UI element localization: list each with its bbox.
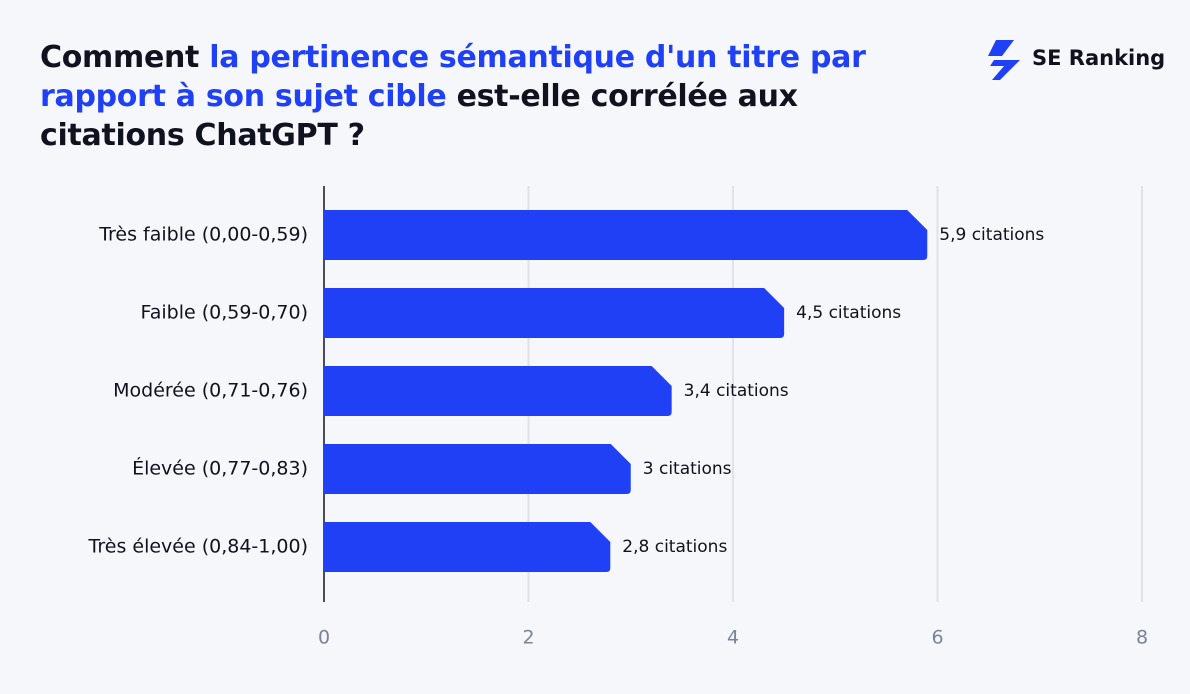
logo-text: SE Ranking xyxy=(1032,46,1165,70)
bar xyxy=(324,288,785,338)
bar xyxy=(324,210,928,260)
data-label: 2,8 citations xyxy=(622,537,727,557)
data-label: 3 citations xyxy=(643,459,732,479)
data-label: 4,5 citations xyxy=(796,303,901,323)
chart-title: Comment la pertinence sémantique d'un ti… xyxy=(40,38,920,155)
y-tick-label: Élevée (0,77-0,83) xyxy=(132,457,308,480)
title-part: est-elle corrélée aux citations ChatGPT … xyxy=(40,79,798,153)
y-tick-label: Modérée (0,71-0,76) xyxy=(113,380,308,402)
x-tick-label: 4 xyxy=(727,627,739,649)
bar xyxy=(324,444,631,494)
bar xyxy=(324,366,672,416)
logo-icon xyxy=(988,40,1020,80)
x-tick-label: 0 xyxy=(318,627,330,649)
x-tick-label: 2 xyxy=(522,627,534,649)
y-tick-label: Très élevée (0,84-1,00) xyxy=(88,536,308,558)
title-highlight: la pertinence sémantique d'un titre par … xyxy=(40,40,866,114)
title-part: Comment xyxy=(40,40,210,75)
bar xyxy=(324,522,611,572)
data-label: 5,9 citations xyxy=(939,225,1044,245)
x-tick-label: 8 xyxy=(1136,627,1148,649)
y-tick-label: Faible (0,59-0,70) xyxy=(141,302,308,324)
data-label: 3,4 citations xyxy=(684,381,789,401)
x-tick-label: 6 xyxy=(931,627,943,649)
y-tick-label: Très faible (0,00-0,59) xyxy=(98,224,308,246)
